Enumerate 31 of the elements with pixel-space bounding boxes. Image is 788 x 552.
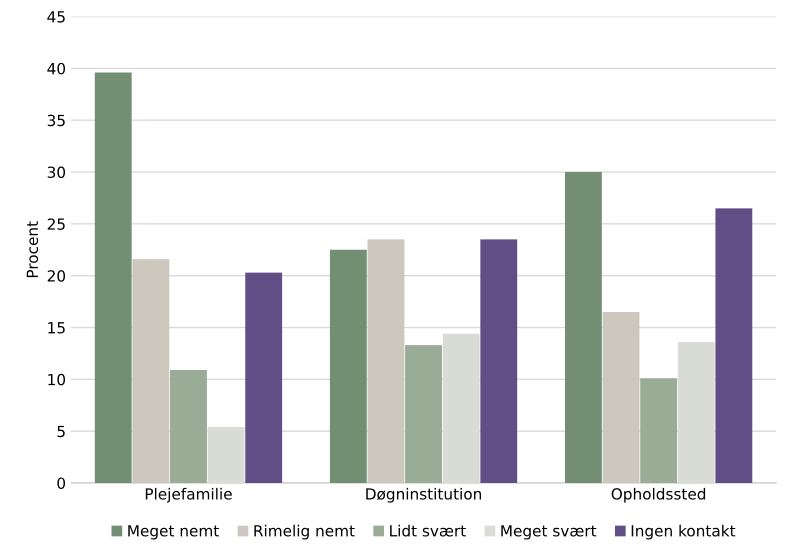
legend-label: Meget svært [501,525,596,540]
legend-label: Rimelig nemt [254,524,355,540]
x-tick-label: Opholdssted [612,488,706,503]
bar [405,345,442,483]
bar [480,239,518,483]
legend-label: Meget nemt [128,525,219,540]
y-tick-label: 10 [48,374,66,386]
y-tick-label: 45 [47,11,65,23]
y-tick-label: 25 [48,218,65,230]
bar [170,370,207,483]
legend-label: Lidt svært [390,524,466,537]
bar [715,208,752,483]
bar [132,259,170,483]
x-tick-label: Plejefamilie [146,488,232,503]
bar [602,312,640,483]
bar [330,250,367,483]
bar [368,239,404,483]
y-tick-label: 35 [48,114,65,126]
legend-label: Ingen kontakt [632,524,736,540]
bar [640,378,678,483]
y-tick-label: 5 [58,426,65,438]
y-tick-label: 20 [48,270,66,282]
y-tick-label: 30 [48,166,66,178]
y-axis-title: Procent [26,221,38,278]
y-tick-label: 0 [57,477,66,490]
y-tick-label: 40 [47,62,66,74]
y-tick-label: 15 [48,322,65,334]
bar [245,272,282,483]
bar [564,172,602,483]
x-tick-label: Døgninstitution [366,488,482,503]
bar [94,72,132,483]
